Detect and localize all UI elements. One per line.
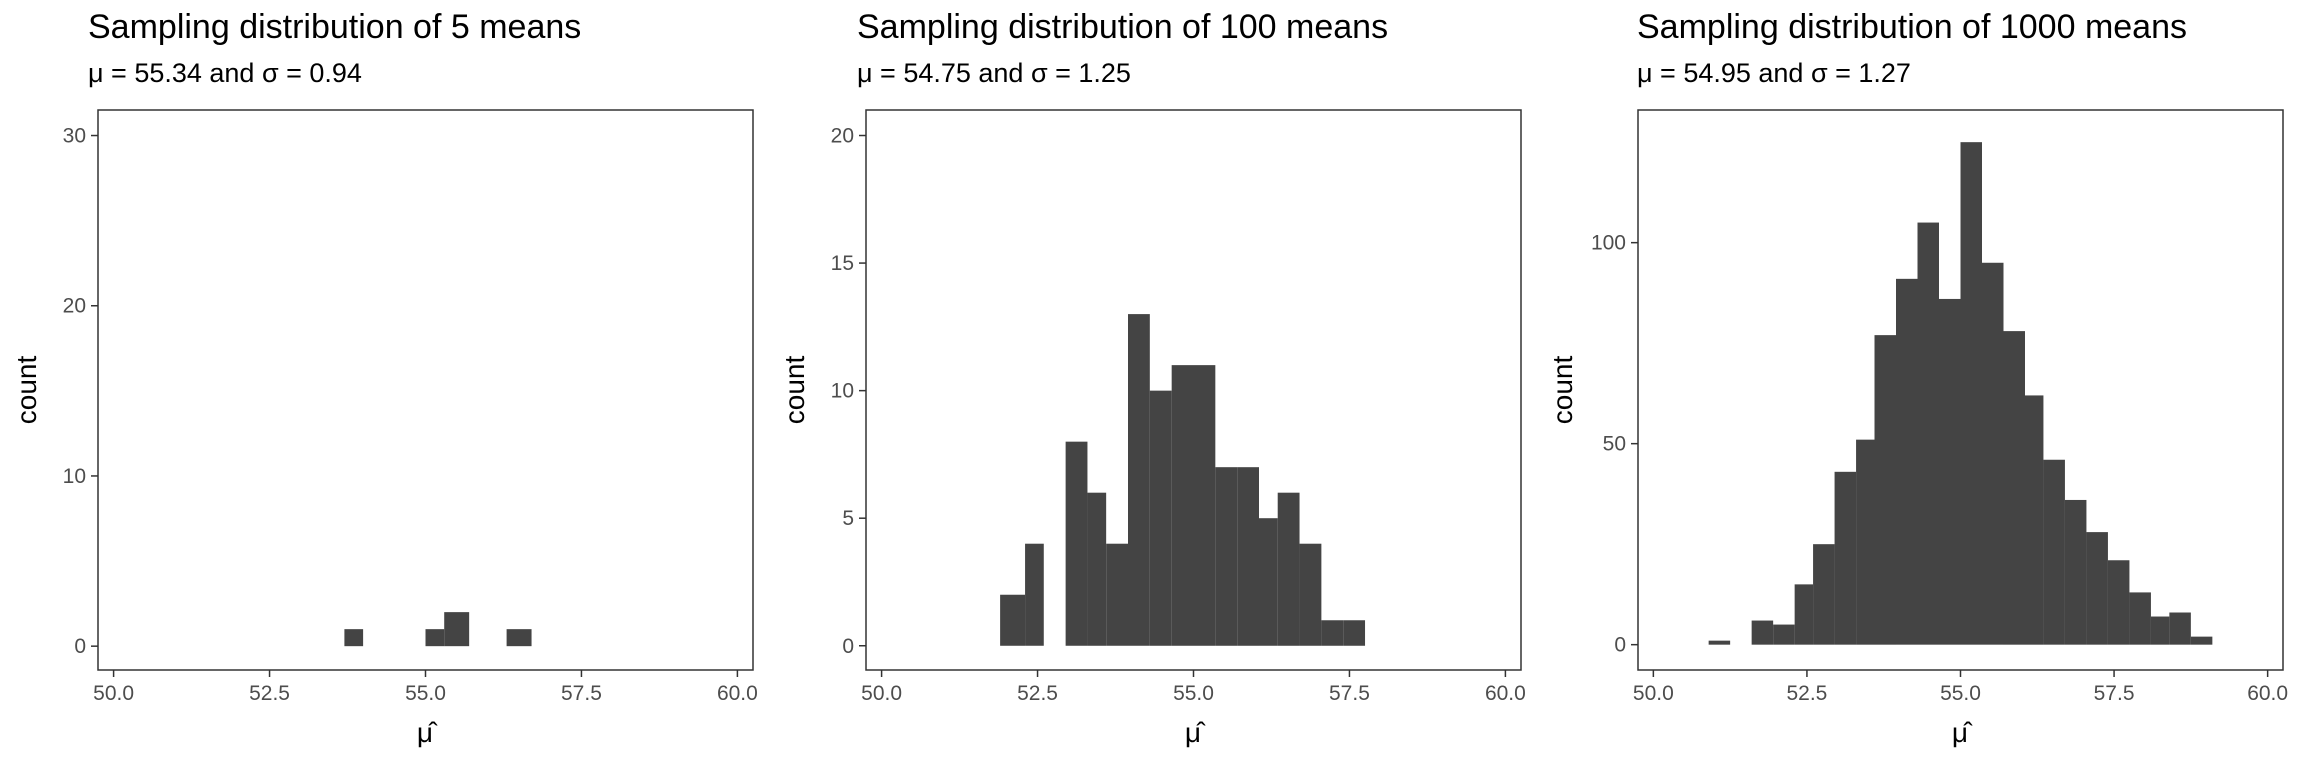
x-tick-label: 57.5 bbox=[1329, 682, 1370, 705]
y-tick-label: 0 bbox=[842, 635, 854, 658]
histogram-bar bbox=[344, 629, 364, 647]
histogram-bar bbox=[1874, 335, 1896, 645]
x-ticks: 50.0 52.5 55.0 57.5 60.0 bbox=[93, 670, 758, 705]
y-ticks: 0 10 20 30 bbox=[63, 125, 98, 658]
histogram-bar bbox=[1982, 262, 2004, 645]
x-tick-label: 50.0 bbox=[1633, 682, 1674, 705]
histogram-bar bbox=[1708, 640, 1731, 645]
histogram-bar bbox=[2107, 560, 2130, 645]
histogram-bar bbox=[506, 629, 532, 647]
x-axis-label: μ̂ bbox=[417, 717, 438, 748]
x-axis-label: μ̂ bbox=[1952, 717, 1973, 748]
histogram-bar bbox=[2169, 612, 2191, 645]
histogram-bar bbox=[1813, 544, 1835, 645]
histogram-bar bbox=[2025, 395, 2044, 645]
histogram-bar bbox=[1000, 594, 1026, 646]
x-tick-label: 55.0 bbox=[1173, 682, 1214, 705]
histogram-bar bbox=[2129, 592, 2151, 645]
histogram-bar bbox=[1321, 620, 1344, 646]
histogram-bar bbox=[1856, 439, 1875, 645]
histogram-bar bbox=[1087, 492, 1107, 646]
histogram-bar bbox=[1834, 471, 1857, 645]
histogram-bar bbox=[1128, 314, 1150, 646]
y-tick-label: 0 bbox=[74, 635, 86, 658]
y-tick-label: 30 bbox=[63, 125, 86, 148]
histogram-bar bbox=[1343, 620, 1366, 646]
x-tick-label: 60.0 bbox=[1485, 682, 1526, 705]
histogram-bar bbox=[1171, 365, 1194, 646]
y-ticks: 0 5 10 15 20 bbox=[831, 125, 866, 658]
y-tick-label: 20 bbox=[63, 295, 86, 318]
histogram-bar bbox=[1259, 518, 1278, 646]
histogram-bar bbox=[1896, 278, 1918, 645]
histogram-bar bbox=[1751, 620, 1774, 645]
y-axis-label: count bbox=[11, 356, 42, 425]
histogram-bar bbox=[1065, 441, 1088, 646]
histogram-bar bbox=[2043, 459, 2065, 645]
histogram-bar bbox=[1106, 543, 1128, 646]
bars bbox=[1708, 142, 2213, 645]
x-ticks: 50.0 52.5 55.0 57.5 60.0 bbox=[861, 670, 1526, 705]
y-tick-label: 5 bbox=[842, 507, 854, 530]
x-tick-label: 52.5 bbox=[1786, 682, 1827, 705]
y-axis-label: count bbox=[779, 356, 810, 425]
histogram-bar bbox=[1917, 222, 1939, 645]
bars bbox=[1000, 314, 1366, 646]
y-tick-label: 15 bbox=[831, 252, 854, 275]
y-tick-label: 50 bbox=[1603, 433, 1626, 456]
x-tick-label: 57.5 bbox=[561, 682, 602, 705]
panel-title: Sampling distribution of 100 means bbox=[857, 8, 1388, 46]
histogram-bar bbox=[425, 629, 445, 647]
histogram-bar bbox=[1025, 543, 1044, 646]
panel-title: Sampling distribution of 1000 means bbox=[1637, 8, 2187, 46]
x-axis-label: μ̂ bbox=[1185, 717, 1206, 748]
y-tick-label: 100 bbox=[1591, 232, 1626, 255]
y-tick-label: 10 bbox=[63, 465, 86, 488]
panel-1000-means: Sampling distribution of 1000 means μ = … bbox=[1547, 8, 2288, 748]
histogram-bar bbox=[1215, 467, 1238, 646]
x-tick-label: 52.5 bbox=[249, 682, 290, 705]
histogram-bar bbox=[1939, 298, 1961, 645]
histogram-bar bbox=[2190, 636, 2213, 645]
histogram-bar bbox=[1193, 365, 1216, 646]
y-tick-label: 20 bbox=[831, 125, 854, 148]
x-tick-label: 55.0 bbox=[1940, 682, 1981, 705]
x-tick-label: 57.5 bbox=[2094, 682, 2135, 705]
histogram-bar bbox=[1960, 142, 1982, 645]
histogram-bar bbox=[2086, 532, 2108, 645]
y-ticks: 0 50 100 bbox=[1591, 232, 1638, 657]
x-tick-label: 52.5 bbox=[1017, 682, 1058, 705]
panel-subtitle: μ = 55.34 and σ = 0.94 bbox=[88, 58, 362, 88]
histogram-bar bbox=[1299, 543, 1322, 646]
panel-title: Sampling distribution of 5 means bbox=[88, 8, 581, 46]
x-tick-label: 50.0 bbox=[861, 682, 902, 705]
x-tick-label: 50.0 bbox=[93, 682, 134, 705]
panel-subtitle: μ = 54.75 and σ = 1.25 bbox=[857, 58, 1131, 88]
panel-subtitle: μ = 54.95 and σ = 1.27 bbox=[1637, 58, 1911, 88]
histogram-bar bbox=[1277, 492, 1300, 646]
x-tick-label: 55.0 bbox=[405, 682, 446, 705]
y-tick-label: 0 bbox=[1614, 634, 1626, 657]
panel-100-means: Sampling distribution of 100 means μ = 5… bbox=[779, 8, 1526, 748]
panel-5-means: Sampling distribution of 5 means μ = 55.… bbox=[11, 8, 758, 748]
histogram-bar bbox=[1149, 390, 1172, 646]
histogram-bar bbox=[2003, 331, 2025, 645]
histogram-bar bbox=[2064, 499, 2087, 645]
histogram-bar bbox=[1794, 584, 1814, 645]
plot-frame bbox=[97, 109, 754, 671]
y-axis-label: count bbox=[1547, 356, 1578, 425]
x-tick-label: 60.0 bbox=[2247, 682, 2288, 705]
bars bbox=[344, 612, 532, 647]
y-tick-label: 10 bbox=[831, 380, 854, 403]
x-ticks: 50.0 52.5 55.0 57.5 60.0 bbox=[1633, 670, 2288, 705]
x-tick-label: 60.0 bbox=[717, 682, 758, 705]
histogram-bar bbox=[444, 612, 470, 647]
histogram-bar bbox=[1773, 624, 1795, 645]
histogram-bar bbox=[1237, 467, 1259, 646]
histogram-bar bbox=[2150, 616, 2170, 645]
